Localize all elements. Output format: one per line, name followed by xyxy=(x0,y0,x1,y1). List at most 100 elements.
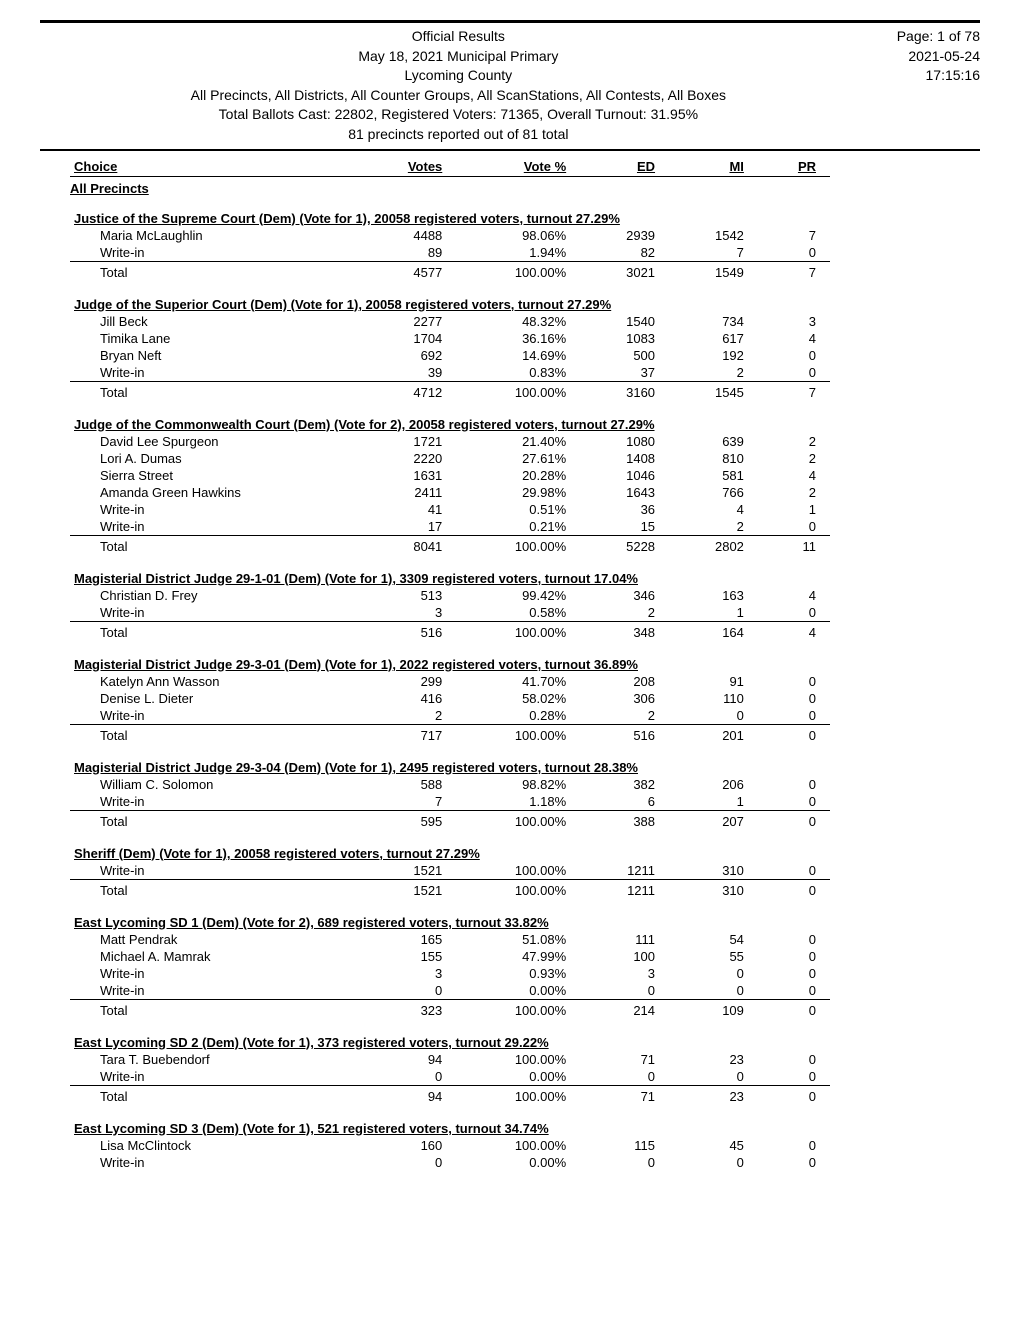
total-pct: 100.00% xyxy=(456,535,580,557)
total-mi: 207 xyxy=(669,810,758,832)
results-table: Choice Votes Vote % ED MI PR All Precinc… xyxy=(70,157,830,1171)
cell-pr: 0 xyxy=(758,982,830,1000)
cell-mi: 0 xyxy=(669,982,758,1000)
total-choice: Total xyxy=(70,261,359,283)
candidate-row: Bryan Neft69214.69%5001920 xyxy=(70,347,830,364)
cell-mi: 91 xyxy=(669,673,758,690)
cell-choice: Christian D. Frey xyxy=(70,587,359,604)
candidate-row: Write-in891.94%8270 xyxy=(70,244,830,262)
candidate-row: Sierra Street163120.28%10465814 xyxy=(70,467,830,484)
col-pct: Vote % xyxy=(456,157,580,177)
total-mi: 23 xyxy=(669,1085,758,1107)
total-row: Total717100.00%5162010 xyxy=(70,724,830,746)
total-choice: Total xyxy=(70,535,359,557)
cell-votes: 513 xyxy=(359,587,457,604)
cell-pct: 0.93% xyxy=(456,965,580,982)
total-row: Total595100.00%3882070 xyxy=(70,810,830,832)
total-ed: 388 xyxy=(580,810,669,832)
total-ed: 3021 xyxy=(580,261,669,283)
candidate-row: Matt Pendrak16551.08%111540 xyxy=(70,931,830,948)
contest-title: Magisterial District Judge 29-3-04 (Dem)… xyxy=(70,746,830,776)
total-ed: 5228 xyxy=(580,535,669,557)
candidate-row: Write-in30.93%300 xyxy=(70,965,830,982)
cell-pct: 27.61% xyxy=(456,450,580,467)
cell-pr: 0 xyxy=(758,776,830,793)
total-mi: 1549 xyxy=(669,261,758,283)
total-ed: 214 xyxy=(580,999,669,1021)
section-label: All Precincts xyxy=(70,176,830,197)
cell-choice: Write-in xyxy=(70,364,359,382)
cell-pr: 0 xyxy=(758,518,830,536)
contest-title: East Lycoming SD 2 (Dem) (Vote for 1), 3… xyxy=(70,1021,830,1051)
cell-choice: Timika Lane xyxy=(70,330,359,347)
cell-mi: 1 xyxy=(669,793,758,811)
cell-mi: 55 xyxy=(669,948,758,965)
cell-votes: 1521 xyxy=(359,862,457,880)
cell-votes: 0 xyxy=(359,982,457,1000)
col-ed: ED xyxy=(580,157,669,177)
cell-votes: 1721 xyxy=(359,433,457,450)
total-mi: 1545 xyxy=(669,381,758,403)
cell-pr: 2 xyxy=(758,450,830,467)
col-votes: Votes xyxy=(359,157,457,177)
cell-pct: 100.00% xyxy=(456,1051,580,1068)
total-row: Total4712100.00%316015457 xyxy=(70,381,830,403)
cell-votes: 41 xyxy=(359,501,457,518)
cell-choice: Write-in xyxy=(70,793,359,811)
cell-pct: 48.32% xyxy=(456,313,580,330)
cell-ed: 382 xyxy=(580,776,669,793)
total-row: Total1521100.00%12113100 xyxy=(70,879,830,901)
total-pr: 7 xyxy=(758,261,830,283)
cell-pct: 0.00% xyxy=(456,1068,580,1086)
candidate-row: David Lee Spurgeon172121.40%10806392 xyxy=(70,433,830,450)
cell-mi: 4 xyxy=(669,501,758,518)
header-precincts: 81 precincts reported out of 81 total xyxy=(40,125,877,145)
total-pr: 0 xyxy=(758,810,830,832)
total-pct: 100.00% xyxy=(456,1085,580,1107)
cell-choice: Lori A. Dumas xyxy=(70,450,359,467)
cell-pct: 29.98% xyxy=(456,484,580,501)
header-election: May 18, 2021 Municipal Primary xyxy=(40,47,877,67)
cell-ed: 2 xyxy=(580,707,669,725)
cell-pct: 98.06% xyxy=(456,227,580,244)
total-votes: 94 xyxy=(359,1085,457,1107)
cell-votes: 3 xyxy=(359,965,457,982)
cell-pr: 0 xyxy=(758,862,830,880)
cell-ed: 1211 xyxy=(580,862,669,880)
header-block: Official Results May 18, 2021 Municipal … xyxy=(40,27,980,145)
cell-votes: 165 xyxy=(359,931,457,948)
total-pct: 100.00% xyxy=(456,810,580,832)
header-county: Lycoming County xyxy=(40,66,877,86)
cell-mi: 54 xyxy=(669,931,758,948)
col-pr: PR xyxy=(758,157,830,177)
cell-ed: 2939 xyxy=(580,227,669,244)
cell-ed: 6 xyxy=(580,793,669,811)
cell-votes: 0 xyxy=(359,1154,457,1171)
cell-ed: 1408 xyxy=(580,450,669,467)
total-pct: 100.00% xyxy=(456,724,580,746)
total-mi: 310 xyxy=(669,879,758,901)
section-row: All Precincts xyxy=(70,176,830,197)
cell-pr: 1 xyxy=(758,501,830,518)
cell-mi: 0 xyxy=(669,707,758,725)
total-ed: 71 xyxy=(580,1085,669,1107)
candidate-row: Lisa McClintock160100.00%115450 xyxy=(70,1137,830,1154)
cell-ed: 500 xyxy=(580,347,669,364)
cell-choice: Write-in xyxy=(70,1068,359,1086)
cell-pr: 7 xyxy=(758,227,830,244)
cell-mi: 0 xyxy=(669,1154,758,1171)
contest-title-row: East Lycoming SD 2 (Dem) (Vote for 1), 3… xyxy=(70,1021,830,1051)
cell-choice: Tara T. Buebendorf xyxy=(70,1051,359,1068)
cell-votes: 1631 xyxy=(359,467,457,484)
cell-pr: 4 xyxy=(758,330,830,347)
cell-ed: 1083 xyxy=(580,330,669,347)
cell-choice: Write-in xyxy=(70,965,359,982)
cell-votes: 299 xyxy=(359,673,457,690)
cell-votes: 2411 xyxy=(359,484,457,501)
contest-title: East Lycoming SD 1 (Dem) (Vote for 2), 6… xyxy=(70,901,830,931)
top-rule xyxy=(40,20,980,23)
cell-choice: Write-in xyxy=(70,1154,359,1171)
total-votes: 595 xyxy=(359,810,457,832)
cell-pr: 4 xyxy=(758,587,830,604)
candidate-row: Write-in410.51%3641 xyxy=(70,501,830,518)
